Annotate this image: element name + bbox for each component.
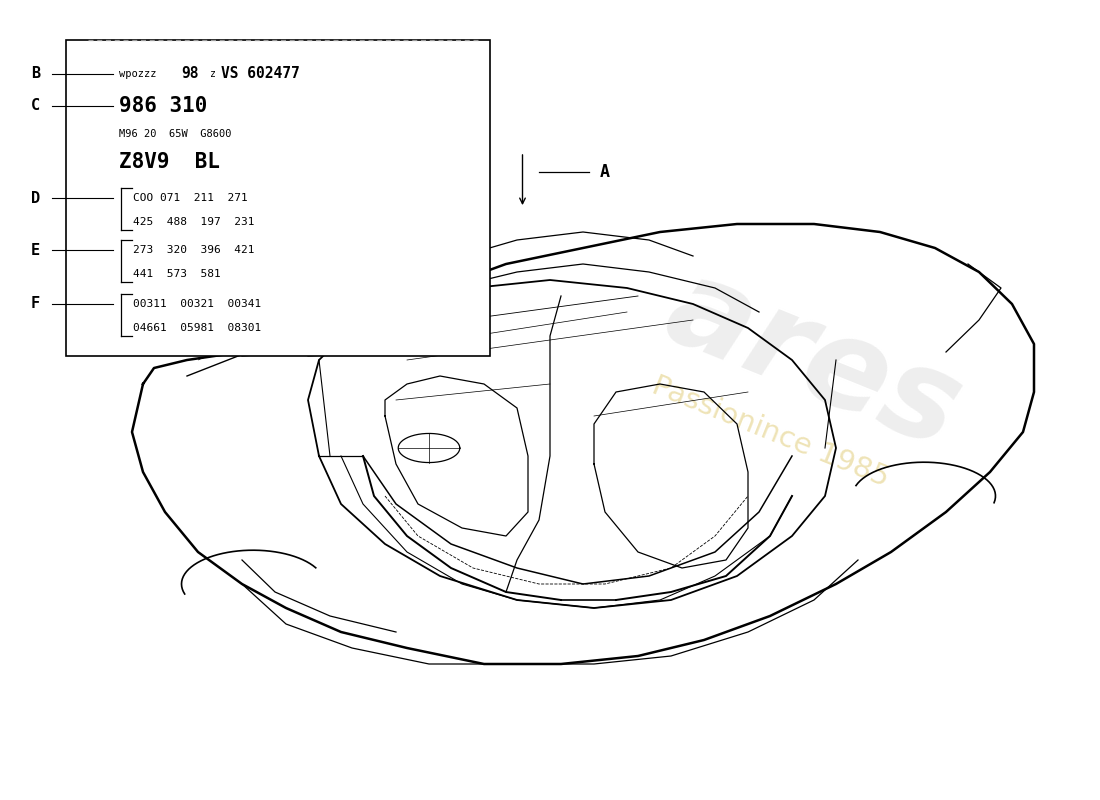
Text: M96 20  65W  G8600: M96 20 65W G8600: [119, 130, 231, 139]
Bar: [66, 40, 490, 356]
Text: C: C: [31, 98, 40, 113]
Text: 04661  05981  08301: 04661 05981 08301: [133, 323, 262, 333]
Text: B: B: [31, 66, 40, 81]
Text: D: D: [31, 191, 40, 206]
Text: ares: ares: [650, 246, 978, 474]
Text: 441  573  581: 441 573 581: [133, 270, 221, 279]
Text: F: F: [31, 297, 40, 311]
Text: 425  488  197  231: 425 488 197 231: [133, 218, 254, 227]
Text: Passionince 1985: Passionince 1985: [648, 371, 892, 493]
Text: 986 310: 986 310: [119, 95, 207, 115]
Text: 273  320  396  421: 273 320 396 421: [133, 246, 254, 255]
Text: VS 602477: VS 602477: [221, 66, 300, 81]
Text: A: A: [600, 163, 609, 181]
Text: wpozzz: wpozzz: [119, 69, 163, 78]
Text: Z8V9  BL: Z8V9 BL: [119, 151, 220, 171]
Text: E: E: [31, 243, 40, 258]
Text: 98: 98: [182, 66, 199, 81]
Text: COO 071  211  271: COO 071 211 271: [133, 194, 248, 203]
Text: z: z: [210, 69, 216, 78]
Text: 00311  00321  00341: 00311 00321 00341: [133, 299, 262, 309]
